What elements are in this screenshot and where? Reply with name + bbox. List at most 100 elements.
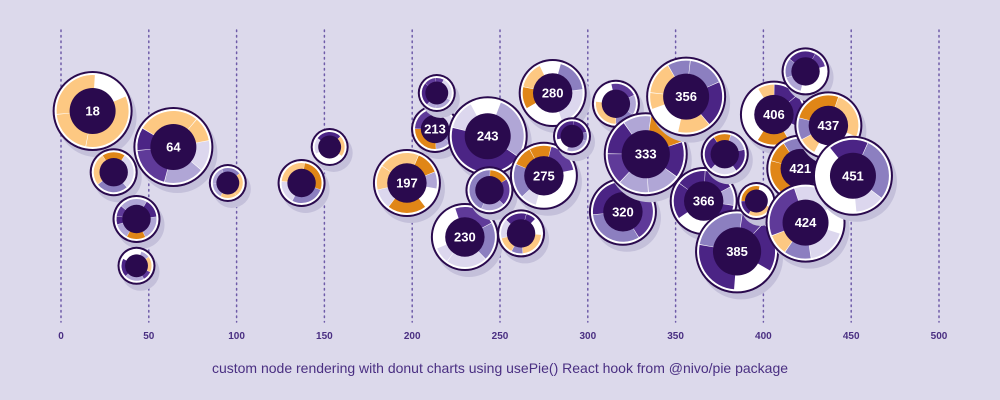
donut-slice — [481, 199, 504, 211]
donut-slice — [143, 201, 157, 218]
donut-node[interactable]: 230 — [430, 203, 503, 277]
donut-slice — [548, 146, 574, 173]
node-center — [601, 89, 631, 119]
donut-slice — [303, 163, 322, 190]
node-center — [754, 94, 794, 135]
node-center — [829, 152, 876, 199]
node-center — [532, 73, 573, 113]
donut-slice — [56, 113, 89, 147]
node-value-label: 64 — [166, 140, 181, 155]
donut-slice — [615, 110, 633, 124]
node-center — [560, 124, 584, 148]
donut-node[interactable] — [700, 130, 753, 185]
donut-slice — [530, 219, 542, 235]
node-value-label: 356 — [675, 89, 697, 104]
donut-slice — [139, 251, 149, 260]
donut-node[interactable]: 406 — [739, 80, 812, 155]
node-value-label: 366 — [693, 194, 715, 209]
chart-caption: custom node rendering with donut charts … — [211, 360, 789, 376]
donut-slice — [513, 164, 531, 197]
node-value-label: 424 — [795, 215, 817, 230]
donut-slice — [142, 216, 157, 237]
donut-node[interactable] — [417, 74, 460, 118]
node-value-label: 333 — [635, 147, 657, 162]
node-value-label: 406 — [763, 107, 785, 122]
donut-node[interactable] — [208, 164, 251, 208]
donut-slice — [164, 161, 201, 183]
donut-node[interactable]: 385 — [695, 209, 784, 300]
node-center — [445, 217, 485, 257]
donut-node[interactable] — [497, 209, 550, 264]
donut-node[interactable]: 280 — [518, 59, 591, 133]
donut-slice — [573, 121, 587, 134]
x-tick-label: 500 — [931, 331, 948, 342]
donut-slice — [501, 220, 512, 239]
donut-slice — [699, 244, 736, 290]
node-center — [69, 88, 116, 134]
donut-slice — [557, 138, 569, 151]
node-center — [318, 135, 342, 159]
node-center — [621, 130, 670, 179]
donut-slice — [812, 54, 825, 69]
node-center — [464, 113, 511, 160]
x-tick-label: 200 — [404, 331, 421, 342]
node-value-label: 451 — [842, 168, 864, 183]
donut-node[interactable] — [117, 246, 160, 291]
donut-slice — [452, 104, 478, 131]
donut-node[interactable]: 64 — [133, 107, 218, 193]
donut-node[interactable]: 243 — [447, 96, 532, 183]
node-center — [808, 105, 849, 146]
node-center — [150, 124, 197, 170]
node-center — [506, 219, 536, 248]
donut-node[interactable] — [89, 148, 142, 203]
donut-node[interactable] — [465, 166, 518, 221]
node-center — [216, 171, 240, 195]
donut-node[interactable]: 451 — [812, 135, 897, 222]
donut-node[interactable] — [781, 47, 834, 102]
node-center — [791, 57, 820, 86]
donut-slice — [427, 101, 437, 108]
donut-slice — [771, 143, 790, 164]
donut-slice — [720, 187, 734, 206]
node-center — [744, 189, 768, 213]
donut-slice — [94, 75, 126, 102]
donut-slice — [728, 135, 745, 152]
donut-slice — [741, 201, 752, 214]
donut-node[interactable]: 356 — [646, 56, 731, 143]
donut-slice — [688, 60, 719, 88]
donut-slice — [734, 263, 770, 290]
node-center — [99, 158, 128, 187]
donut-node[interactable] — [591, 79, 644, 134]
node-value-label: 421 — [789, 161, 811, 176]
donut-slice — [212, 183, 223, 197]
node-value-label: 243 — [477, 129, 499, 144]
donut-node[interactable] — [112, 195, 165, 249]
donut-slice — [650, 65, 675, 94]
x-tick-label: 50 — [143, 331, 155, 342]
x-tick-label: 300 — [579, 331, 596, 342]
node-value-label: 437 — [818, 118, 840, 133]
donut-node[interactable]: 197 — [372, 149, 445, 223]
node-center — [524, 156, 564, 196]
donut-node[interactable] — [552, 117, 595, 162]
donut-slice — [522, 234, 542, 254]
donut-node[interactable]: 437 — [794, 91, 867, 166]
donut-node[interactable]: 275 — [509, 141, 582, 216]
donut-slice — [536, 188, 567, 206]
donut-slice — [607, 154, 630, 182]
donut-node[interactable] — [310, 128, 353, 172]
donut-slice — [142, 110, 197, 136]
nodes-layer: 18 64 197 213 230 243 275 280 320 333 356 366 385 406… — [52, 47, 897, 300]
donut-slice — [743, 89, 764, 116]
donut-slice — [816, 148, 856, 212]
donut-slice — [557, 64, 583, 91]
donut-slice — [281, 181, 296, 201]
donut-node[interactable] — [277, 159, 330, 213]
donut-slice — [798, 118, 812, 140]
donut-slice — [732, 149, 745, 171]
donut-node[interactable]: 18 — [52, 71, 137, 157]
donut-slice — [699, 213, 742, 247]
donut-node[interactable]: 424 — [765, 182, 850, 269]
